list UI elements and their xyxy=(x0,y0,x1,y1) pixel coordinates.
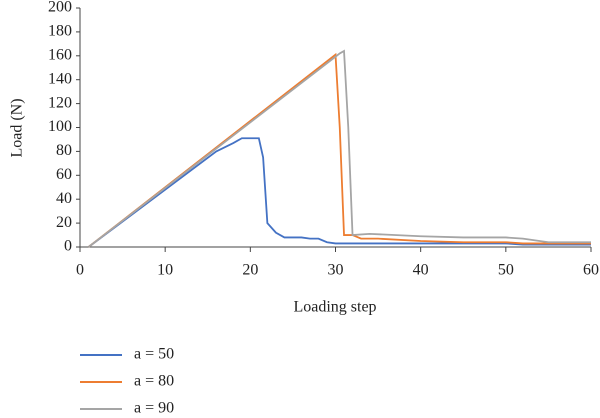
y-tick-label: 160 xyxy=(48,46,72,63)
y-tick-label: 40 xyxy=(56,190,72,207)
x-tick-label: 50 xyxy=(498,262,514,279)
x-tick-label: 30 xyxy=(328,262,344,279)
y-tick-label: 100 xyxy=(48,118,72,135)
y-tick-label: 0 xyxy=(64,238,72,255)
series-line xyxy=(87,49,591,248)
x-tick-label: 40 xyxy=(413,262,429,279)
y-axis-label: Load (N) xyxy=(9,98,26,157)
y-tick-label: 200 xyxy=(48,0,72,16)
y-tick-label: 180 xyxy=(48,23,72,40)
x-tick-label: 10 xyxy=(157,262,173,279)
y-tick-label: 20 xyxy=(56,214,72,231)
y-tick-label: 120 xyxy=(48,94,72,111)
x-tick-label: 0 xyxy=(76,262,84,279)
y-tick-label: 140 xyxy=(48,70,72,87)
x-tick-label: 20 xyxy=(242,262,258,279)
legend-label: a = 80 xyxy=(134,373,174,390)
legend-label: a = 90 xyxy=(134,400,174,417)
x-tick-label: 60 xyxy=(583,262,599,279)
legend-label: a = 50 xyxy=(134,346,174,363)
y-tick-label: 60 xyxy=(56,166,72,183)
y-tick-label: 80 xyxy=(56,142,72,159)
series-line xyxy=(87,137,591,248)
x-axis-label: Loading step xyxy=(293,299,376,316)
series-line xyxy=(87,52,591,248)
